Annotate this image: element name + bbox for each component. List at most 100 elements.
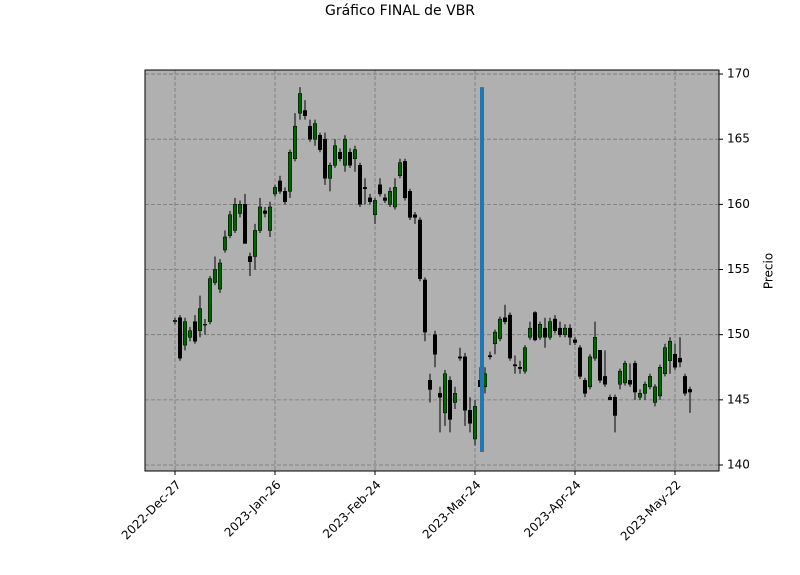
plot-area — [145, 70, 719, 471]
candle-body — [223, 236, 227, 251]
candle-body — [283, 191, 287, 203]
candle-body — [593, 337, 597, 359]
candle-body — [233, 204, 237, 231]
candle-body — [598, 350, 602, 381]
candle-body — [433, 334, 437, 355]
candle-body — [553, 318, 557, 332]
candle-body — [173, 320, 177, 322]
candle-body — [288, 151, 292, 192]
candle-body — [528, 327, 532, 338]
candle-body — [473, 406, 477, 440]
candle-body — [498, 318, 502, 339]
chart-title: Gráfico FINAL de VBR — [325, 3, 475, 19]
candle-body — [418, 219, 422, 279]
candle-body — [333, 145, 337, 166]
candle-body — [548, 321, 552, 338]
x-tick-label: 2023-Apr-24 — [521, 478, 583, 540]
candle-body — [623, 363, 627, 384]
candle-body — [503, 317, 507, 322]
candle-body — [508, 314, 512, 359]
candle-body — [298, 93, 302, 114]
candle-body — [518, 367, 522, 369]
candle-body — [448, 380, 452, 420]
candle-body — [408, 191, 412, 218]
candle-body — [308, 125, 312, 140]
candle-body — [538, 324, 542, 338]
y-tick-label: 150 — [727, 327, 750, 341]
candle-body — [218, 262, 222, 290]
candle-body — [383, 197, 387, 201]
candle-body — [668, 340, 672, 361]
x-tick-label: 2023-May-22 — [618, 478, 684, 544]
candle-body — [318, 135, 322, 150]
candle-body — [188, 330, 192, 338]
candle-body — [193, 321, 197, 342]
candle-body — [558, 327, 562, 335]
candle-body — [533, 312, 537, 341]
y-tick-label: 140 — [727, 458, 750, 472]
candle-body — [328, 165, 332, 179]
candle-body — [608, 396, 612, 401]
candle-body — [178, 317, 182, 359]
candle-body — [303, 110, 307, 116]
candle-body — [428, 380, 432, 390]
candle-body — [338, 151, 342, 159]
y-tick-label: 145 — [727, 392, 750, 406]
candle-body — [403, 161, 407, 199]
candle-body — [653, 386, 657, 403]
candle-body — [253, 230, 257, 257]
candle-body — [443, 373, 447, 414]
candle-body — [568, 327, 572, 338]
y-tick-label: 170 — [727, 67, 750, 81]
candle-body — [493, 331, 497, 345]
candle-body — [353, 149, 357, 159]
candle-body — [413, 214, 417, 218]
candle-body — [293, 125, 297, 159]
candle-body — [628, 380, 632, 385]
candle-body — [583, 380, 587, 394]
y-axis-label: Precio — [762, 253, 776, 289]
candle-body — [208, 278, 212, 322]
candle-body — [243, 204, 247, 244]
candle-body — [588, 356, 592, 388]
candle-body — [258, 206, 262, 231]
candle-body — [343, 138, 347, 166]
candle-body — [543, 327, 547, 338]
candle-body — [358, 165, 362, 205]
candle-body — [423, 279, 427, 333]
candle-body — [393, 187, 397, 208]
candle-body — [468, 410, 472, 424]
x-tick-label: 2023-Mar-24 — [420, 478, 484, 542]
candle-body — [573, 339, 577, 343]
candle-body — [238, 204, 242, 214]
candle-body — [183, 321, 187, 346]
candle-body — [613, 396, 617, 416]
candle-body — [388, 191, 392, 205]
candle-body — [643, 383, 647, 394]
candle-body — [273, 187, 277, 195]
candle-body — [513, 364, 517, 367]
candle-body — [688, 389, 692, 393]
candle-body — [378, 184, 382, 195]
candle-body — [458, 356, 462, 359]
y-tick-label: 165 — [727, 132, 750, 146]
candle-body — [648, 376, 652, 388]
candle-body — [398, 162, 402, 176]
candle-body — [203, 324, 207, 326]
candle-body — [633, 363, 637, 393]
candle-body — [373, 200, 377, 216]
candle-body — [603, 376, 607, 385]
candle-body — [363, 187, 367, 189]
candle-body — [638, 393, 642, 398]
candle-body — [463, 356, 467, 411]
candle-body — [248, 256, 252, 262]
candle-body — [368, 197, 372, 203]
candle-body — [263, 210, 267, 214]
candle-body — [438, 393, 442, 398]
y-tick-label: 160 — [727, 197, 750, 211]
plot-frame — [144, 69, 720, 472]
candle-body — [663, 347, 667, 375]
candle-body — [228, 214, 232, 236]
